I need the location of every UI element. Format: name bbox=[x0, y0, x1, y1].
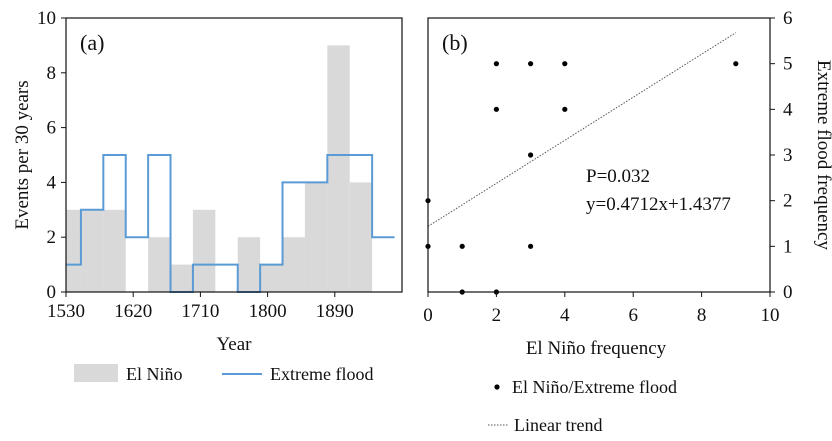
el-nino-bar-8 bbox=[237, 237, 261, 292]
panel-a-x-tick-label-4: 1890 bbox=[316, 301, 354, 322]
panel-a-y-tick-label-2: 4 bbox=[47, 172, 57, 193]
panel-a-y-axis-label: Events per 30 years bbox=[12, 80, 33, 229]
el-nino-bar-5 bbox=[170, 264, 193, 292]
el-nino-bar-12 bbox=[327, 45, 350, 293]
panel-b-x-tick-label-3: 6 bbox=[628, 305, 638, 326]
scatter-point-2 bbox=[459, 243, 465, 249]
panel-a-y-tick-label-5: 10 bbox=[37, 8, 56, 29]
el-nino-bar-2 bbox=[103, 209, 126, 292]
scatter-point-9 bbox=[528, 243, 534, 249]
panel-b-x-tick-label-4: 8 bbox=[697, 305, 707, 326]
scatter-legend-label: El Niño/Extreme flood bbox=[512, 377, 677, 397]
panel-b-x-tick-label-1: 2 bbox=[492, 305, 502, 326]
panel-a-legend: El Niño Extreme flood bbox=[74, 364, 373, 384]
panel-b-y-ticks: 0 1 2 3 4 5 6 bbox=[770, 8, 793, 303]
panel-b-x-axis-label: El Niño frequency bbox=[526, 338, 667, 359]
panel-b-x-ticks: 0 2 4 6 8 10 bbox=[423, 292, 780, 326]
panel-b: 0 2 4 6 8 10 0 1 2 3 4 5 6 (b) P=0.032 y=0.4712x+1.… bbox=[423, 8, 832, 359]
panel-a-x-ticks: 1530 1620 1710 1800 1890 bbox=[47, 292, 354, 322]
panel-b-y-tick-label-2: 2 bbox=[783, 191, 793, 212]
panel-b-y-axis-label: Extreme flood frequency bbox=[813, 60, 832, 250]
scatter-point-11 bbox=[562, 106, 568, 112]
panel-b-y-tick-label-5: 5 bbox=[783, 54, 793, 75]
el-nino-bar-0 bbox=[66, 209, 81, 292]
panel-b-frame bbox=[427, 17, 771, 293]
extreme-flood-step-line bbox=[66, 154, 395, 293]
panel-a-y-tick-label-1: 2 bbox=[47, 227, 57, 248]
el-nino-bar-11 bbox=[304, 182, 328, 292]
scatter-point-7 bbox=[528, 61, 534, 67]
scatter-point-12 bbox=[733, 61, 739, 67]
linear-trend-legend-label: Linear trend bbox=[514, 415, 602, 435]
panel-a-x-tick-label-2: 1710 bbox=[181, 301, 219, 322]
panel-a-frame bbox=[65, 17, 403, 293]
scatter-point-5 bbox=[493, 61, 499, 67]
panel-a-x-tick-label-0: 1530 bbox=[47, 301, 85, 322]
panel-b-legend: El Niño/Extreme flood Linear trend bbox=[488, 377, 677, 435]
panel-a: 1530 1620 1710 1800 1890 0 2 4 6 8 10 (a) Year Ev… bbox=[12, 8, 403, 355]
panel-b-y-tick-label-1: 1 bbox=[783, 236, 793, 257]
scatter-point-8 bbox=[528, 152, 534, 158]
panel-a-y-tick-label-0: 0 bbox=[47, 282, 57, 303]
panel-a-y-tick-label-4: 8 bbox=[47, 63, 57, 84]
el-nino-bar-6 bbox=[192, 209, 216, 292]
panel-a-y-ticks: 0 2 4 6 8 10 bbox=[37, 8, 66, 303]
panel-b-y-tick-label-6: 6 bbox=[783, 8, 793, 29]
linear-trend-line bbox=[427, 32, 737, 227]
panel-b-label: (b) bbox=[442, 30, 468, 55]
panel-a-x-axis-label: Year bbox=[216, 334, 252, 355]
el-nino-bar-9 bbox=[260, 264, 283, 292]
scatter-legend-marker bbox=[494, 384, 500, 390]
el-nino-bar-4 bbox=[148, 237, 171, 292]
panel-a-y-tick-label-3: 6 bbox=[47, 118, 57, 139]
panel-a-x-tick-label-1: 1620 bbox=[114, 301, 152, 322]
el-nino-legend-swatch bbox=[74, 364, 118, 382]
el-nino-bars bbox=[66, 45, 373, 293]
scatter-point-10 bbox=[562, 61, 568, 67]
panel-a-label: (a) bbox=[80, 30, 104, 55]
panel-a-x-tick-label-3: 1800 bbox=[249, 301, 287, 322]
panel-b-x-tick-label-0: 0 bbox=[423, 305, 433, 326]
extreme-flood-legend-label: Extreme flood bbox=[270, 364, 373, 384]
el-nino-bar-10 bbox=[282, 237, 305, 292]
p-value-annotation: P=0.032 bbox=[586, 166, 650, 187]
panel-b-x-tick-label-5: 10 bbox=[761, 305, 780, 326]
panel-b-y-tick-label-3: 3 bbox=[783, 145, 793, 166]
el-nino-bar-1 bbox=[80, 209, 104, 292]
scatter-point-6 bbox=[493, 106, 499, 112]
el-nino-bar-13 bbox=[349, 182, 373, 292]
regression-equation-annotation: y=0.4712x+1.4377 bbox=[586, 194, 731, 215]
panel-b-y-tick-label-0: 0 bbox=[783, 282, 793, 303]
panel-b-x-tick-label-2: 4 bbox=[560, 305, 570, 326]
scatter-points bbox=[425, 61, 739, 295]
el-nino-legend-label: El Niño bbox=[126, 364, 183, 384]
panel-b-y-tick-label-4: 4 bbox=[783, 99, 793, 120]
